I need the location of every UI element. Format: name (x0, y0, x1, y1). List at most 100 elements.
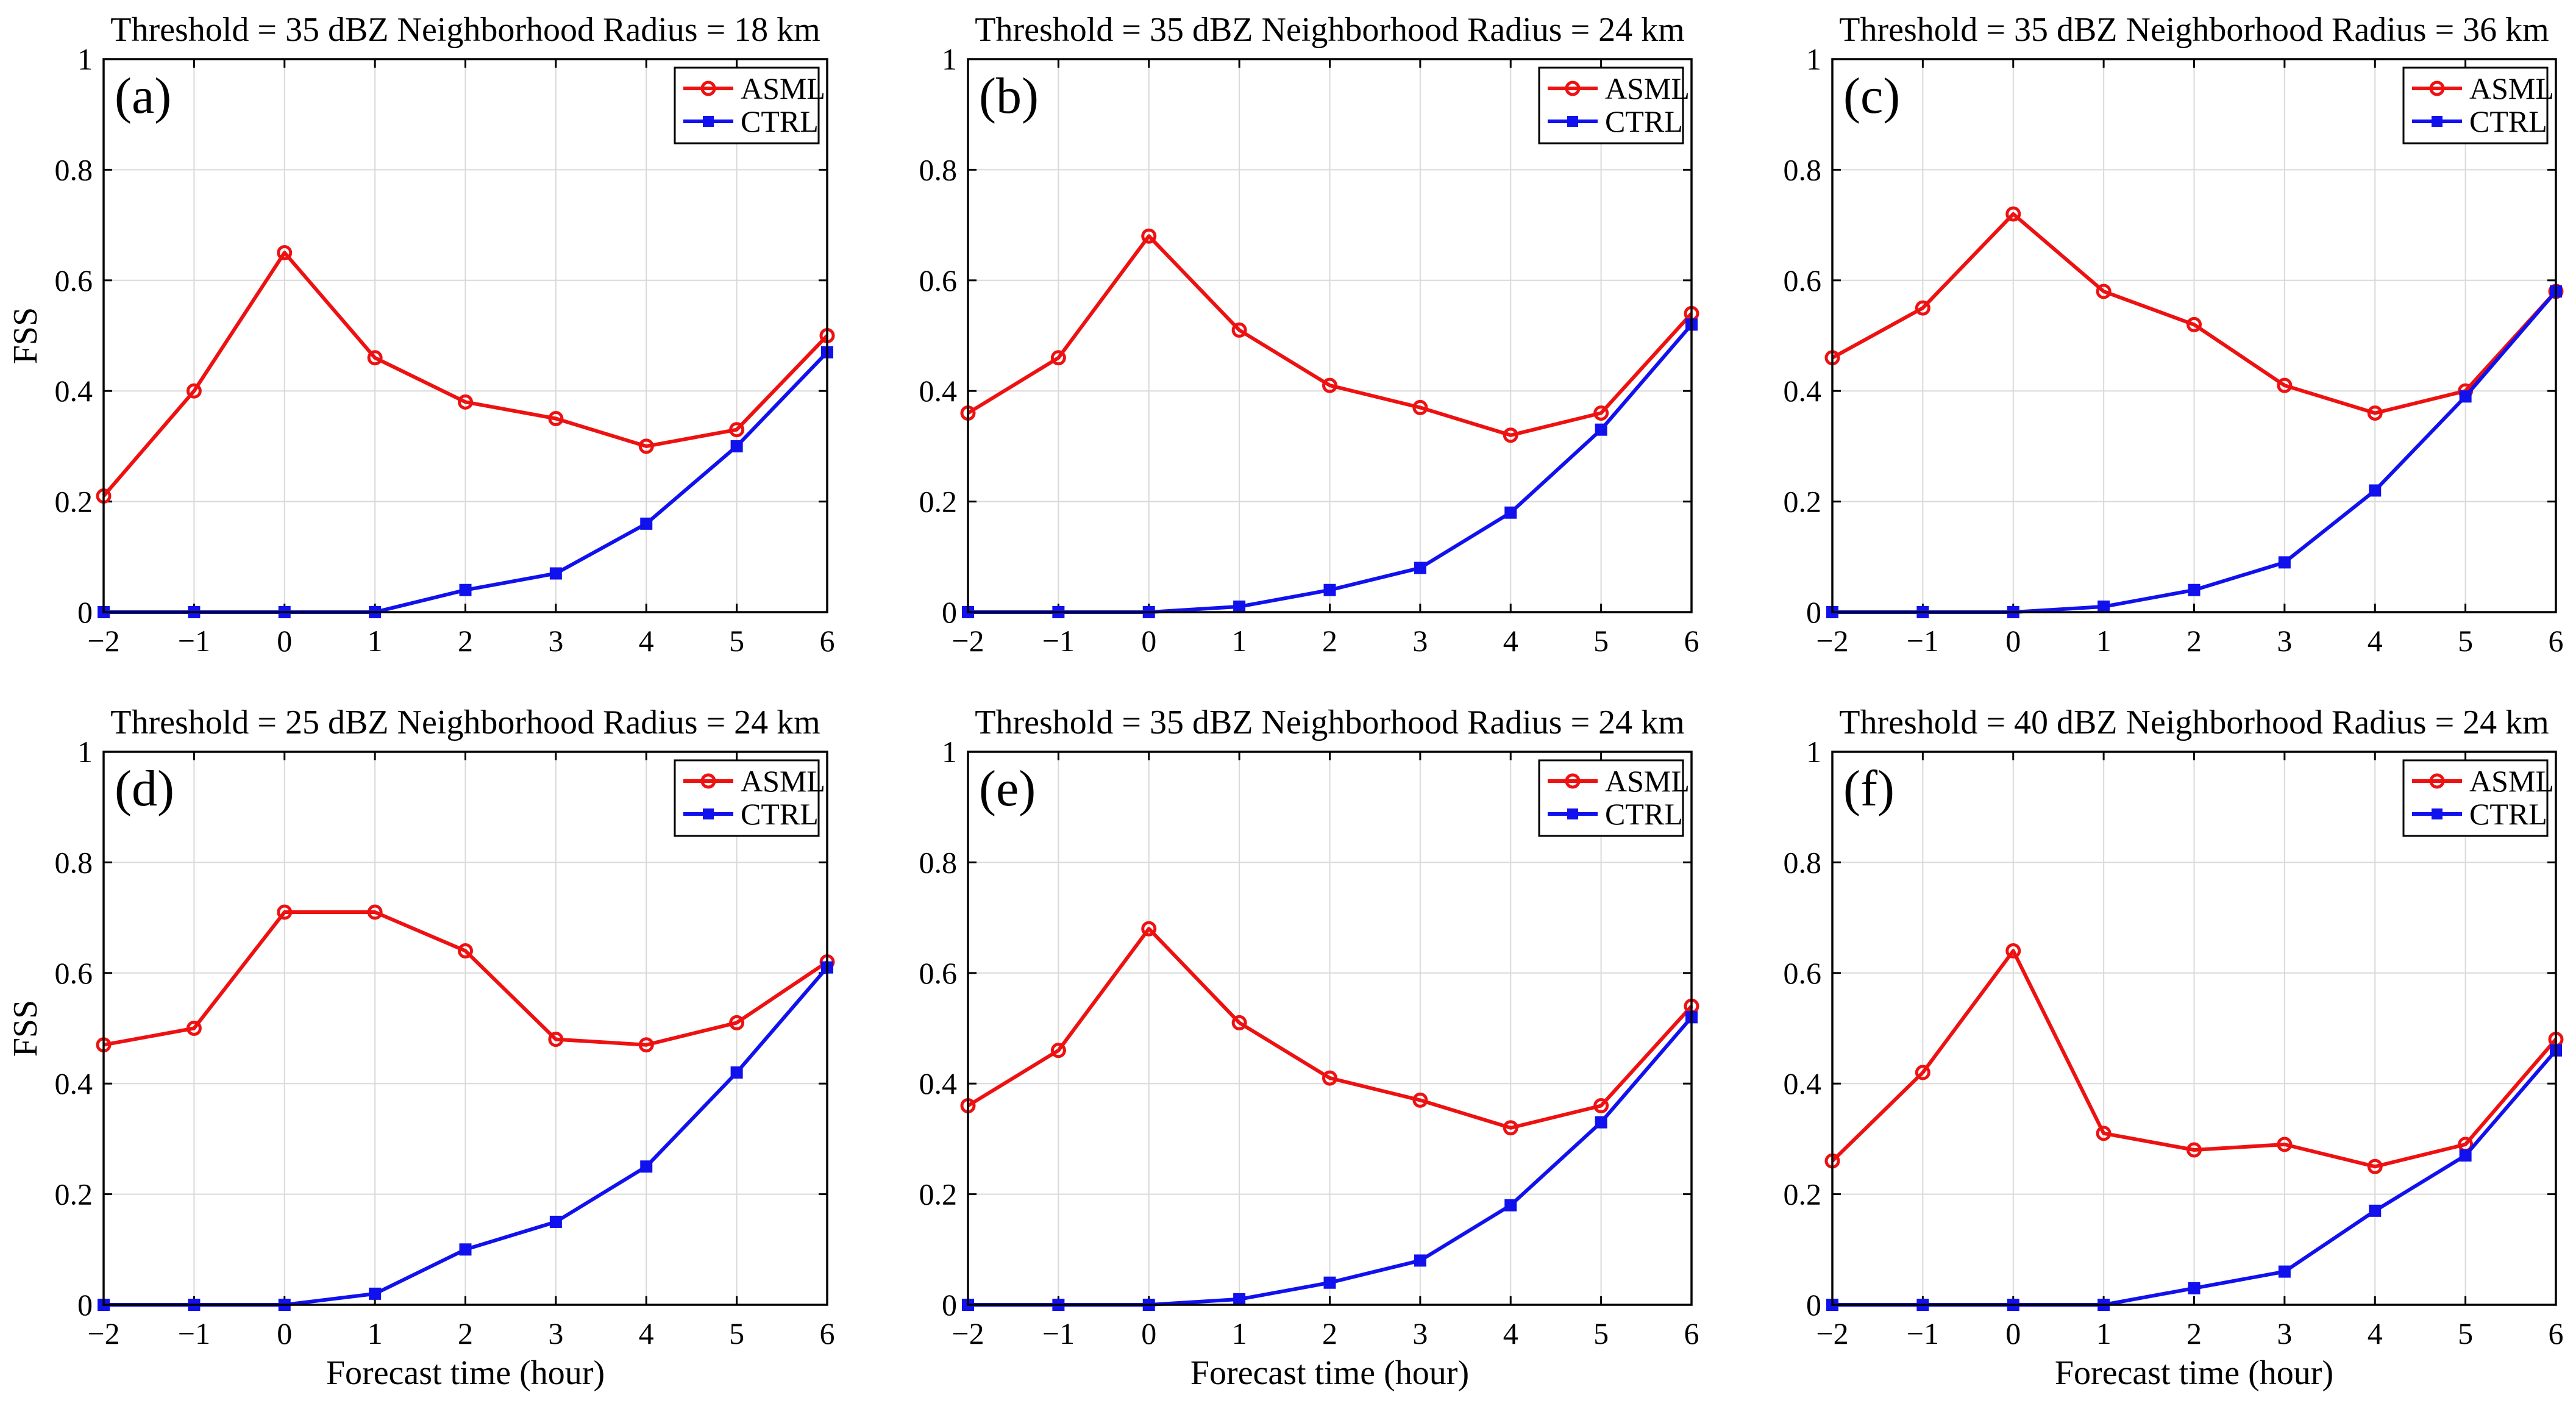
data-point-asml (2277, 1137, 2293, 1152)
y-tick-label: 0.2 (55, 485, 93, 519)
data-point-asml (1503, 1120, 1518, 1136)
x-tick-label: 2 (458, 1316, 473, 1351)
legend-label-ctrl: CTRL (741, 104, 819, 138)
data-point-ctrl (2369, 1204, 2382, 1217)
y-tick-label: 0.2 (919, 485, 958, 519)
legend-label-asml: ASML (2469, 71, 2554, 105)
data-point-asml (2096, 284, 2112, 299)
axes-frame (967, 58, 1693, 613)
axes-frame (102, 751, 828, 1306)
legend-marker-ctrl (1567, 116, 1578, 127)
data-point-ctrl (1414, 1254, 1426, 1267)
y-tick-label: 0.4 (919, 1066, 958, 1101)
x-tick-label: 1 (1232, 624, 1247, 658)
x-axis-label: Forecast time (hour) (2055, 1354, 2333, 1392)
legend-box (2402, 66, 2549, 145)
legend-label-asml: ASML (741, 71, 825, 105)
data-point-asml (1141, 228, 1157, 244)
series-line-asml (102, 251, 829, 498)
x-tick-label: 6 (820, 624, 835, 658)
y-tick-label: 0.2 (919, 1177, 958, 1212)
series-line-asml (967, 234, 1693, 437)
x-tick-label: 1 (2096, 1316, 2112, 1351)
legend-marker-asml (1565, 80, 1581, 96)
legend-label-asml: ASML (2469, 764, 2554, 798)
data-point-ctrl (2188, 583, 2201, 596)
y-tick-label: 1 (942, 735, 957, 769)
panel-title: Threshold = 35 dBZ Neighborhood Radius =… (975, 704, 1684, 741)
x-tick-label: 0 (1141, 624, 1156, 658)
data-point-asml (1593, 1097, 1609, 1113)
axes-frame (102, 58, 828, 613)
data-point-asml (2186, 1142, 2202, 1158)
x-tick-label: 2 (2186, 624, 2202, 658)
x-tick-label: 0 (277, 1316, 292, 1351)
data-point-ctrl (2097, 600, 2110, 613)
legend-marker-asml (1565, 773, 1581, 789)
panel-title: Threshold = 35 dBZ Neighborhood Radius =… (110, 11, 820, 49)
data-point-asml (2096, 1126, 2112, 1141)
x-tick-label: 5 (2458, 624, 2473, 658)
legend-box (674, 759, 820, 837)
data-point-asml (1593, 405, 1609, 421)
series-line-asml (1831, 949, 2558, 1169)
panel-title: Threshold = 25 dBZ Neighborhood Radius =… (110, 704, 820, 741)
panel-title: Threshold = 35 dBZ Neighborhood Radius =… (975, 11, 1684, 49)
x-tick-label: 5 (1593, 624, 1609, 658)
data-point-asml (367, 904, 383, 920)
data-point-asml (1322, 377, 1337, 393)
data-point-asml (1231, 322, 1247, 338)
data-point-ctrl (549, 1215, 562, 1228)
x-tick-label: 1 (368, 1316, 383, 1351)
x-tick-label: −2 (1816, 1316, 1848, 1351)
data-point-asml (186, 383, 202, 399)
data-point-asml (548, 1032, 564, 1047)
data-point-ctrl (640, 517, 653, 530)
x-tick-label: 0 (2005, 1316, 2021, 1351)
panel-label: (c) (1843, 68, 1900, 124)
legend-marker-ctrl (703, 808, 714, 819)
y-tick-label: 0.4 (1784, 374, 1822, 408)
y-tick-label: 0 (77, 595, 93, 629)
x-tick-label: 4 (1503, 624, 1518, 658)
data-point-asml (1412, 399, 1428, 415)
x-tick-label: −1 (1042, 624, 1075, 658)
panel-a: −2 −1 0 1 2 3 4 5 6 0 0.2 0.4 0.6 0.8 1 (a) Threshold = … (7, 11, 835, 658)
series-line-asml (1831, 212, 2558, 415)
axes-frame (1831, 751, 2557, 1306)
x-tick-label: 3 (548, 624, 563, 658)
x-tick-label: 6 (2549, 1316, 2564, 1351)
data-point-asml (1915, 1065, 1930, 1080)
data-point-asml (1322, 1070, 1337, 1086)
y-tick-label: 0.2 (55, 1177, 93, 1212)
y-tick-label: 0.8 (1784, 845, 1822, 879)
data-point-asml (1503, 427, 1518, 443)
x-tick-label: 2 (1322, 1316, 1337, 1351)
legend-marker-ctrl (1567, 808, 1578, 819)
x-tick-label: 5 (729, 624, 744, 658)
data-point-ctrl (1233, 600, 1246, 613)
legend-marker-ctrl (2432, 808, 2443, 819)
x-tick-label: 4 (2368, 1316, 2383, 1351)
legend-label-asml: ASML (741, 764, 825, 798)
data-point-ctrl (2459, 1149, 2472, 1162)
data-point-ctrl (1504, 1199, 1517, 1212)
y-tick-label: 1 (942, 42, 957, 76)
data-point-asml (458, 943, 473, 959)
x-tick-label: 2 (458, 624, 473, 658)
y-tick-label: 0.4 (55, 374, 93, 408)
data-point-asml (2005, 206, 2021, 222)
data-point-ctrl (2369, 484, 2382, 497)
y-tick-label: 0.6 (919, 263, 958, 298)
data-point-ctrl (1504, 506, 1517, 519)
x-tick-label: 3 (548, 1316, 563, 1351)
legend-marker-asml (700, 773, 716, 789)
x-tick-label: 1 (368, 624, 383, 658)
legend-label-ctrl: CTRL (741, 797, 819, 831)
x-tick-label: 5 (729, 1316, 744, 1351)
panel-d: −2 −1 0 1 2 3 4 5 6 0 0.2 0.4 0.6 0.8 1 (d) Threshold = … (7, 704, 835, 1392)
x-tick-label: −2 (952, 624, 984, 658)
y-tick-label: 1 (1806, 42, 1821, 76)
